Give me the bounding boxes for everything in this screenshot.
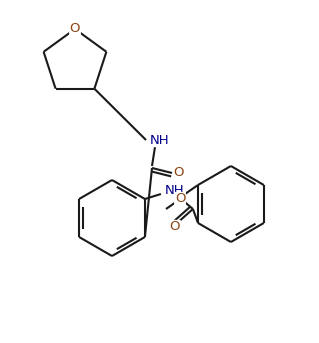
Text: O: O [170, 221, 180, 234]
Text: NH: NH [165, 185, 185, 198]
Text: O: O [174, 166, 184, 179]
Text: O: O [70, 23, 80, 35]
Text: O: O [175, 192, 185, 205]
Text: NH: NH [150, 133, 170, 146]
